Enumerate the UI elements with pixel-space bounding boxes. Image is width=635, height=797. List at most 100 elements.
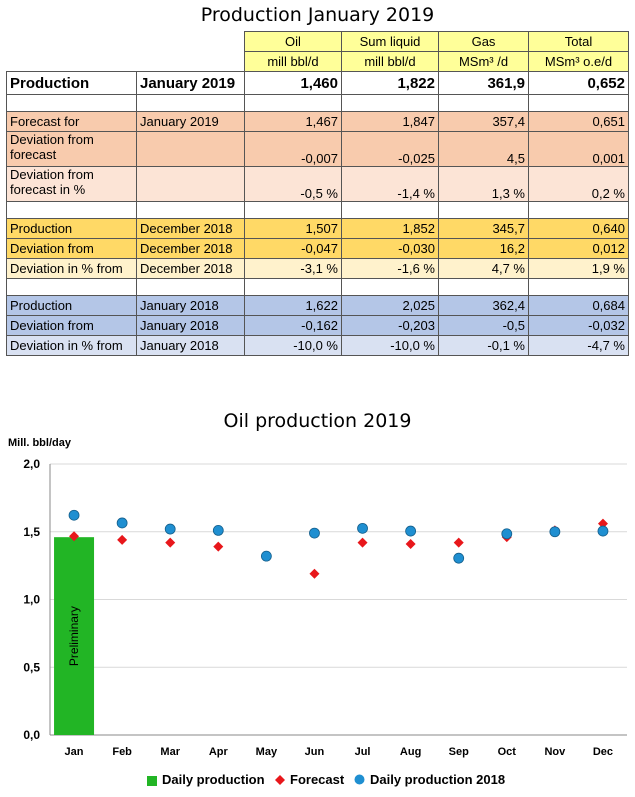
y-tick-label: 2,0 (23, 457, 40, 471)
table-row: Deviation in % from January 2018 -10,0 %… (6, 335, 629, 356)
red-diamond-icon (275, 773, 285, 788)
production-2018-point (164, 523, 176, 535)
production-2018-point (597, 525, 609, 537)
production-2018-point (501, 528, 513, 540)
cell-value: 1,467 (244, 111, 342, 132)
row-label: Deviation in % from (6, 335, 137, 356)
row-label: Deviation from forecast (6, 131, 137, 167)
cell-value: -1,4 % (341, 166, 439, 202)
cell-value: 2,025 (341, 295, 439, 316)
x-tick-label: Aug (400, 746, 421, 758)
y-tick-label: 0,5 (23, 660, 40, 674)
table-row: Deviation from forecast in % -0,5 % -1,4… (6, 166, 629, 202)
row-label: Forecast for (6, 111, 137, 132)
x-tick-label: Apr (209, 746, 229, 758)
table-row: Production January 2018 1,622 2,025 362,… (6, 295, 629, 316)
y-axis-label: Mill. bbl/day (8, 437, 72, 449)
row-label: Deviation in % from (6, 258, 137, 279)
forecast-point (453, 537, 464, 548)
table-row: Deviation from December 2018 -0,047 -0,0… (6, 238, 629, 259)
cell-value: 1,507 (244, 218, 342, 239)
row-period: January 2018 (136, 315, 245, 336)
cell-value: -0,047 (244, 238, 342, 259)
cell-value: -0,203 (341, 315, 439, 336)
col-header-gas: Gas (438, 31, 529, 52)
blue-circle-icon (354, 773, 365, 788)
row-label: Production (6, 295, 137, 316)
cell-value: -0,007 (244, 131, 342, 167)
cell-value: 4,5 (438, 131, 529, 167)
y-tick-label: 1,0 (23, 593, 40, 607)
production-2018-point (405, 525, 417, 537)
cell-value: -0,1 % (438, 335, 529, 356)
col-unit-oil: mill bbl/d (244, 51, 342, 72)
forecast-point (309, 568, 320, 579)
bar-annotation: Preliminary (67, 606, 81, 666)
table-row: Deviation from January 2018 -0,162 -0,20… (6, 315, 629, 336)
row-period: January 2018 (136, 295, 245, 316)
legend-label: Daily production (162, 772, 265, 787)
x-tick-label: Feb (112, 746, 132, 758)
cell-value: -4,7 % (528, 335, 629, 356)
y-tick-label: 1,5 (23, 525, 40, 539)
x-tick-label: Dec (593, 746, 613, 758)
cell-value: 1,3 % (438, 166, 529, 202)
chart-title: Oil production 2019 (223, 410, 412, 432)
row-label: Deviation from (6, 238, 137, 259)
row-label: Production (6, 71, 137, 95)
row-period: January 2019 (136, 111, 245, 132)
x-tick-label: Nov (544, 746, 566, 758)
y-tick-label: 0,0 (23, 728, 40, 742)
cell-value: 4,7 % (438, 258, 529, 279)
legend-item-daily-production-2018: Daily production 2018 (354, 772, 505, 788)
cell-value: -0,032 (528, 315, 629, 336)
col-header-oil: Oil (244, 31, 342, 52)
cell-value: -10,0 % (244, 335, 342, 356)
production-table: Oil Sum liquid Gas Total mill bbl/d mill… (6, 31, 629, 356)
legend-label: Daily production 2018 (370, 772, 506, 787)
row-period (136, 166, 245, 202)
cell-value: -0,025 (341, 131, 439, 167)
oil-production-chart: Mill. bbl/day 0,0 0,5 1,0 1,5 2,0 Preliminar… (8, 437, 627, 758)
cell-value: -0,030 (341, 238, 439, 259)
forecast-point (213, 541, 224, 552)
forecast-point (69, 531, 80, 542)
x-tick-label: Jun (305, 746, 325, 758)
cell-value: -0,5 (438, 315, 529, 336)
cell-value: -1,6 % (341, 258, 439, 279)
cell-value: 1,9 % (528, 258, 629, 279)
x-tick-label: Jul (355, 746, 371, 758)
cell-value: 0,640 (528, 218, 629, 239)
cell-value: 361,9 (438, 71, 529, 95)
production-2018-point (357, 522, 368, 534)
cell-value: 1,460 (244, 71, 342, 95)
cell-value: 1,822 (341, 71, 439, 95)
table-title: Production January 2019 (200, 4, 435, 26)
production-2018-point (453, 552, 465, 564)
legend-label: Forecast (290, 772, 345, 787)
col-unit-total: MSm³ o.e/d (528, 51, 629, 72)
forecast-point (117, 534, 128, 545)
cell-value: -3,1 % (244, 258, 342, 279)
cell-value: -0,5 % (244, 166, 342, 202)
row-period: December 2018 (136, 238, 245, 259)
row-period (136, 131, 245, 167)
row-label: Production (6, 218, 137, 239)
production-2018-point (212, 524, 224, 536)
x-tick-label: Mar (160, 746, 180, 758)
x-tick-label: Jan (65, 746, 84, 758)
cell-value: 362,4 (438, 295, 529, 316)
legend-item-forecast: Forecast (275, 772, 344, 788)
forecast-point (165, 537, 176, 548)
forecast-point (405, 538, 416, 549)
production-2018-point (68, 509, 80, 521)
cell-value: 357,4 (438, 111, 529, 132)
cell-value: 1,622 (244, 295, 342, 316)
cell-value: 1,852 (341, 218, 439, 239)
row-label: Deviation from (6, 315, 137, 336)
cell-value: 0,651 (528, 111, 629, 132)
cell-value: -0,162 (244, 315, 342, 336)
table-row: Production January 2019 1,460 1,822 361,… (6, 71, 629, 95)
bar (54, 537, 95, 735)
row-label: Deviation from forecast in % (6, 166, 137, 202)
